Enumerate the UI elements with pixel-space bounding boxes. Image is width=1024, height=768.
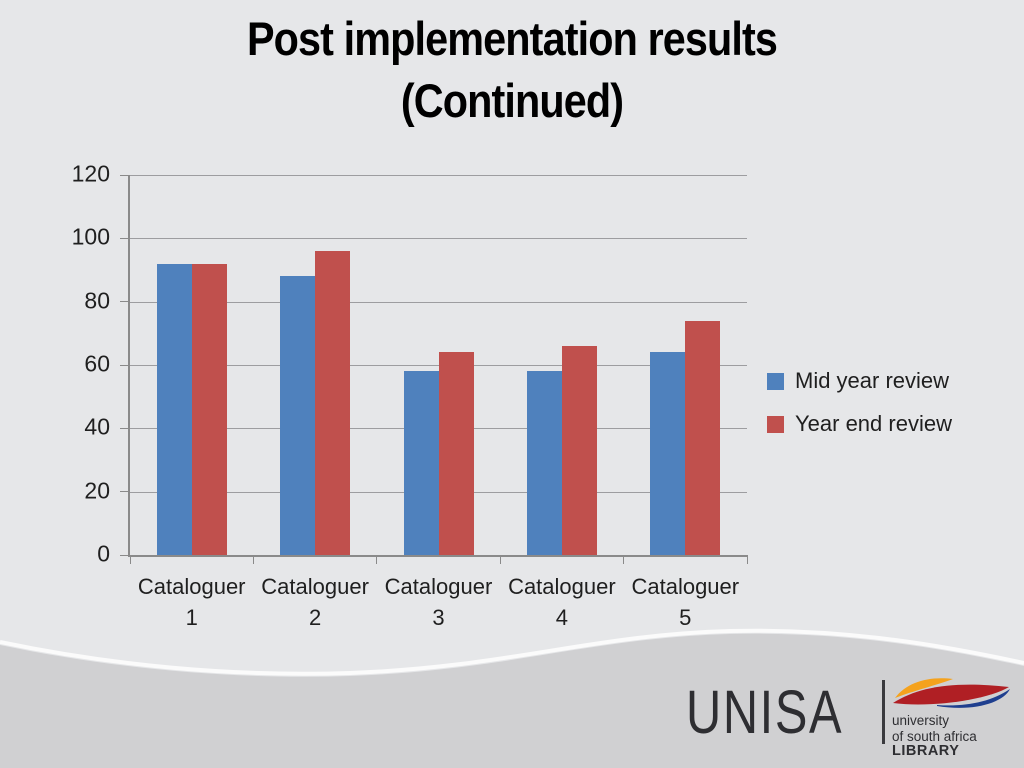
bar-mid-year-review-3 <box>403 371 439 555</box>
gridline-80 <box>130 301 747 303</box>
bar-mid-year-review-4 <box>526 371 562 555</box>
bar-year-end-review-3 <box>438 352 474 555</box>
unisa-logo: UNISA university of south africa LIBRARY <box>686 672 1024 768</box>
y-axis-label-100: 100 <box>71 223 110 250</box>
x-axis-label-2: Cataloguer 2 <box>261 574 369 630</box>
y-tickmark-40 <box>120 427 130 429</box>
y-tickmark-60 <box>120 364 130 366</box>
legend-label: Mid year review <box>795 368 950 393</box>
y-axis-label-0: 0 <box>97 540 110 567</box>
bar-year-end-review-5 <box>685 320 721 555</box>
legend-item-mid-year-review: Mid year review <box>767 368 952 394</box>
legend-label: Year end review <box>795 411 952 436</box>
x-axis-label-4: Cataloguer 4 <box>508 574 616 630</box>
slide-title-line-2: (Continued) <box>400 74 624 127</box>
x-tickmark-2 <box>376 555 378 564</box>
x-tickmark-1 <box>252 555 254 564</box>
legend-swatch-mid-year-review <box>767 372 784 390</box>
y-tickmark-80 <box>120 301 130 303</box>
bar-mid-year-review-2 <box>280 276 316 555</box>
logo-divider <box>882 680 885 744</box>
y-axis-label-60: 60 <box>84 350 110 377</box>
bar-mid-year-review-1 <box>156 263 192 555</box>
bar-chart-plot-area: 0 20 40 60 80 100 120 Cataloguer 1 Cataloguer 2 Cat… <box>72 160 748 630</box>
unisa-logo-subtext: university of south africa LIBRARY <box>892 713 977 760</box>
x-tickmark-4 <box>623 555 625 564</box>
footer-wave <box>0 628 1024 768</box>
x-axis-label-1: Cataloguer 1 <box>137 574 246 630</box>
unisa-flag-icon <box>893 678 1010 708</box>
y-axis-label-120: 120 <box>71 160 110 187</box>
y-axis-label-20: 20 <box>84 477 110 504</box>
x-tickmark-0 <box>129 555 131 564</box>
footer-wave-band <box>0 633 1024 768</box>
x-axis-label-5: Cataloguer 5 <box>631 574 740 630</box>
bar-year-end-review-1 <box>191 263 227 555</box>
legend-swatch-year-end-review <box>767 415 784 433</box>
slide-title-line-1: Post implementation results <box>246 12 778 65</box>
x-axis-label-3: Cataloguer 3 <box>384 574 493 630</box>
y-tickmark-0 <box>120 554 130 556</box>
x-tickmark-3 <box>499 555 501 564</box>
y-tickmark-20 <box>120 491 130 493</box>
bar-mid-year-review-5 <box>650 352 686 555</box>
y-tickmark-100 <box>120 237 130 239</box>
unisa-wordmark: UNISA <box>686 678 844 746</box>
chart-legend: Mid year review Year end review <box>767 368 952 454</box>
gridline-120 <box>130 175 747 176</box>
y-axis-label-80: 80 <box>84 287 110 314</box>
logo-sub-line-1: university <box>892 713 950 728</box>
y-tickmark-120 <box>120 174 130 176</box>
legend-item-year-end-review: Year end review <box>767 411 952 437</box>
bar-year-end-review-4 <box>561 346 597 555</box>
slide-title: Post implementation results (Continued) <box>61 8 962 132</box>
logo-sub-line-2: of south africa <box>892 728 977 744</box>
footer-wave-line <box>0 628 1024 676</box>
y-axis-label-40: 40 <box>84 413 110 440</box>
bar-year-end-review-2 <box>315 251 351 555</box>
x-tickmark-5 <box>746 555 748 564</box>
logo-sub-line-3: LIBRARY <box>892 743 960 759</box>
gridline-100 <box>130 238 747 240</box>
